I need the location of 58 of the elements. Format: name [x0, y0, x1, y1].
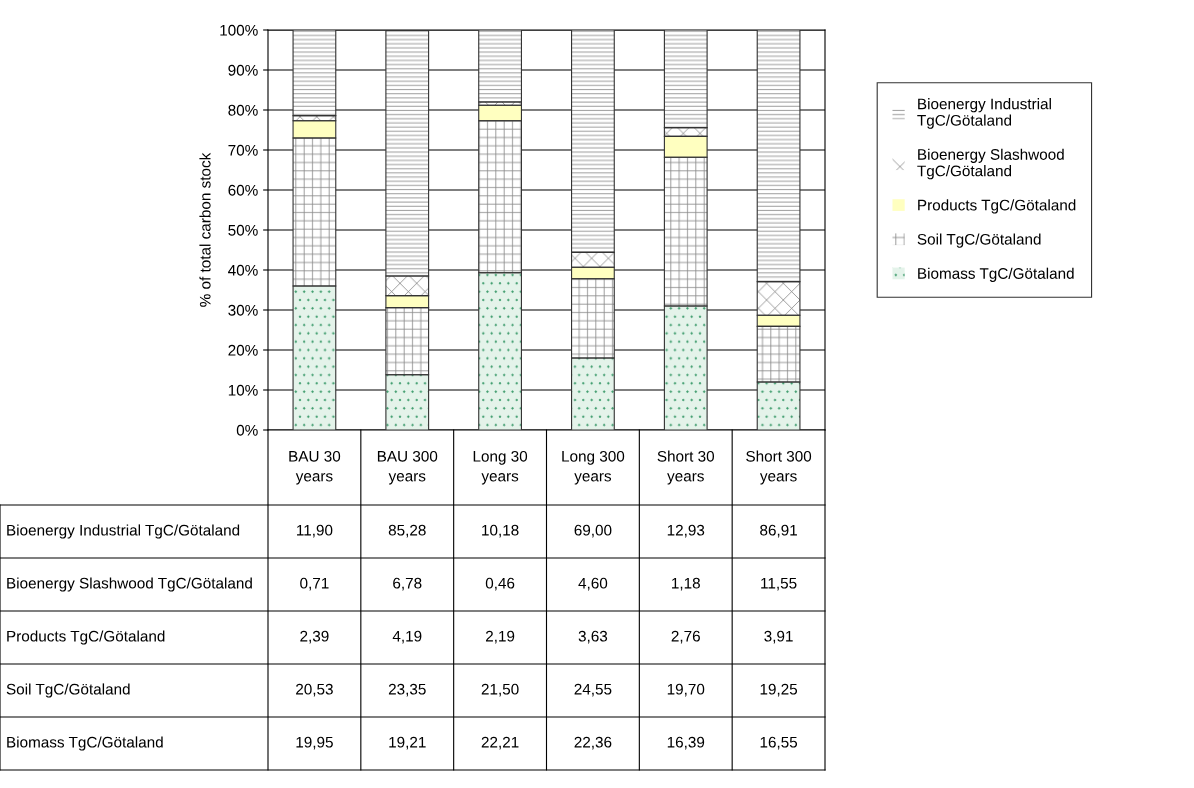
- text: 3,63: [578, 630, 608, 644]
- text: 22,36: [574, 736, 612, 750]
- y-tick-label: 20%: [228, 344, 258, 356]
- y-tick-label: 50%: [228, 224, 258, 236]
- text: 24,55: [574, 683, 612, 697]
- x-tick-label: Long 30 years: [473, 450, 528, 485]
- text: 16,39: [667, 736, 705, 750]
- text: 10,18: [482, 524, 519, 538]
- text: 12,93: [667, 524, 705, 538]
- x-tick-label: BAU 300 years: [377, 450, 438, 485]
- text: 16,55: [760, 736, 798, 750]
- text: 21,50: [481, 683, 519, 697]
- text: 0,71: [300, 577, 329, 591]
- text: Bioenergy Slashwood TgC/Götaland: [7, 577, 252, 592]
- text: 2,19: [485, 630, 515, 644]
- text: 85,28: [388, 524, 426, 538]
- y-tick-label: 90%: [228, 64, 258, 76]
- text: 2,39: [300, 630, 329, 644]
- text: Soil TgC/Götaland: [6, 683, 130, 698]
- text: 22,21: [481, 736, 519, 750]
- text: Biomass TgC/Götaland: [7, 736, 163, 751]
- x-tick-label: Long 300 years: [562, 450, 625, 485]
- y-tick-label: 10%: [228, 384, 258, 396]
- text: 19,95: [296, 736, 333, 750]
- text: 2,76: [671, 630, 700, 644]
- y-axis-title: % of total carbon stock: [199, 152, 211, 307]
- text: 11,55: [761, 577, 797, 591]
- x-tick-label: Short 30 years: [657, 450, 715, 485]
- text: 4,19: [392, 630, 422, 644]
- text: Bioenergy Industrial TgC/Götaland: [7, 524, 240, 539]
- y-tick-label: 60%: [228, 184, 258, 196]
- legend-label: Bioenergy Industrial TgC/Götaland: [917, 98, 1051, 129]
- text: 0,46: [485, 577, 515, 591]
- legend-label: Products TgC/Götaland: [918, 199, 1076, 214]
- text: 6,78: [393, 577, 422, 591]
- text: 20,53: [296, 683, 333, 697]
- text: 23,35: [388, 683, 426, 697]
- text: 19,25: [760, 683, 798, 697]
- text: Products TgC/Götaland: [7, 630, 165, 645]
- y-tick-label: 70%: [228, 144, 258, 156]
- text: 69,00: [574, 524, 612, 538]
- y-tick-label: 0%: [236, 424, 258, 436]
- legend-label: Biomass TgC/Götaland: [918, 267, 1074, 282]
- y-tick-label: 40%: [228, 264, 258, 276]
- y-tick-label: 80%: [228, 104, 258, 116]
- legend-label: Bioenergy Slashwood TgC/Götaland: [917, 148, 1064, 180]
- text: 19,21: [389, 736, 426, 750]
- text: 4,60: [578, 577, 608, 591]
- text: 3,91: [764, 630, 793, 644]
- text: 19,70: [667, 683, 705, 697]
- legend-label: Soil TgC/Götaland: [917, 233, 1041, 248]
- x-tick-label: BAU 30 years: [289, 450, 341, 485]
- y-tick-label: 100%: [220, 24, 258, 36]
- x-tick-label: Short 300 years: [746, 450, 812, 485]
- text: 86,91: [760, 524, 797, 538]
- text: 1,18: [672, 577, 700, 591]
- y-tick-label: 30%: [228, 304, 258, 316]
- text: 11,90: [297, 524, 333, 538]
